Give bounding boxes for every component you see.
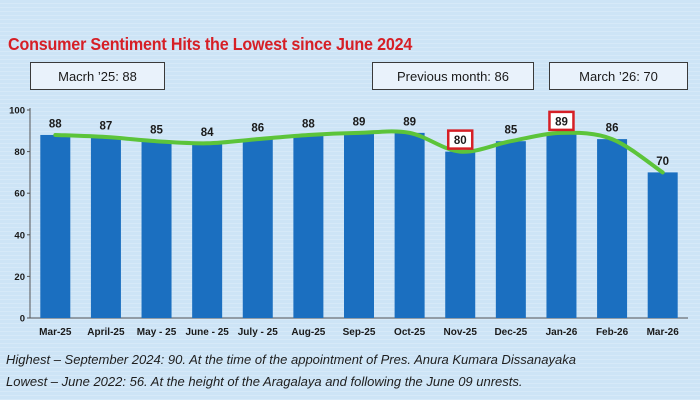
y-tick-label: 20 bbox=[14, 272, 25, 283]
x-tick-label: June - 25 bbox=[185, 327, 229, 338]
callout-march-26: March ’26: 70 bbox=[549, 62, 688, 90]
bar-8 bbox=[445, 151, 476, 318]
data-label-box-10 bbox=[548, 110, 575, 132]
footnote-lowest: Lowest – June 2022: 56. At the height of… bbox=[6, 374, 523, 389]
x-tick-label: Nov-25 bbox=[444, 327, 478, 338]
data-label-4: 86 bbox=[251, 123, 264, 135]
y-tick-label: 100 bbox=[9, 106, 25, 117]
x-tick-label: Sep-25 bbox=[343, 327, 376, 338]
footnote-highest: Highest – September 2024: 90. At the tim… bbox=[6, 352, 576, 367]
y-tick-label: 80 bbox=[14, 147, 25, 158]
trend-line bbox=[53, 129, 665, 175]
data-label-10: 89 bbox=[555, 116, 568, 128]
x-tick-label: Jan-26 bbox=[546, 327, 578, 338]
bar-0 bbox=[40, 134, 71, 318]
data-label-2: 85 bbox=[150, 125, 163, 137]
data-label-8: 80 bbox=[454, 135, 467, 147]
footnote-highest-text: September 2024: 90. At the time of the a… bbox=[64, 352, 576, 367]
data-label-1: 87 bbox=[100, 121, 113, 133]
chart-title: Consumer Sentiment Hits the Lowest since… bbox=[8, 34, 413, 54]
bar-10 bbox=[546, 132, 577, 318]
data-label-9: 85 bbox=[504, 125, 517, 137]
x-tick-label: Dec-25 bbox=[494, 327, 527, 338]
x-tick-label: July - 25 bbox=[238, 327, 278, 338]
bar-2 bbox=[141, 141, 172, 318]
data-label-box-8 bbox=[446, 129, 474, 150]
data-label-11: 86 bbox=[606, 123, 619, 135]
x-tick-label: Mar-26 bbox=[647, 327, 680, 338]
bar-6 bbox=[344, 132, 374, 318]
callout-previous-month: Previous month: 86 bbox=[372, 62, 534, 90]
data-label-5: 88 bbox=[302, 118, 315, 130]
data-label-6: 89 bbox=[353, 116, 366, 128]
callout-march-25: Macrh ’25: 88 bbox=[30, 62, 165, 90]
x-tick-label: Mar-25 bbox=[39, 327, 72, 338]
data-label-0: 88 bbox=[49, 118, 62, 130]
x-tick-label: Aug-25 bbox=[291, 327, 325, 338]
y-tick-label: 0 bbox=[20, 314, 25, 325]
data-label-7: 89 bbox=[403, 116, 416, 128]
bar-7 bbox=[394, 132, 425, 318]
x-tick-label: Oct-25 bbox=[394, 327, 426, 338]
bar-4 bbox=[242, 139, 273, 318]
x-tick-label: Feb-26 bbox=[596, 327, 629, 338]
x-tick-label: April-25 bbox=[87, 327, 125, 338]
data-label-12: 70 bbox=[656, 156, 669, 168]
footnote-highest-label: Highest – bbox=[6, 352, 65, 367]
bar-5 bbox=[293, 134, 324, 318]
y-tick-label: 60 bbox=[14, 189, 25, 200]
bar-1 bbox=[90, 137, 121, 318]
bar-9 bbox=[495, 141, 526, 318]
bar-12 bbox=[647, 172, 678, 318]
y-tick-label: 40 bbox=[14, 230, 25, 241]
data-label-3: 84 bbox=[201, 127, 214, 139]
bar-11 bbox=[597, 139, 628, 318]
x-tick-label: May - 25 bbox=[137, 327, 177, 338]
bar-3 bbox=[192, 143, 223, 318]
